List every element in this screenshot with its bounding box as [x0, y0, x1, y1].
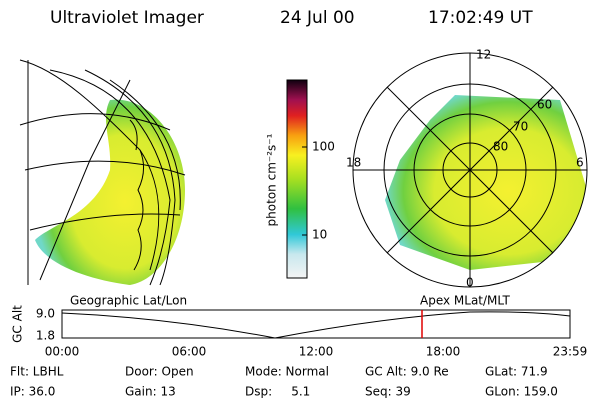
x-tick: 06:00 [172, 345, 207, 359]
colorbar-scale [286, 79, 308, 279]
status-field: GLon: 159.0 [485, 385, 558, 399]
geographic-image [19, 59, 186, 286]
timeline: Geographic Lat/Lon Apex MLat/MLT GC Alt … [11, 294, 588, 359]
status-field: Door: Open [125, 365, 194, 379]
status-field: Gain: 13 [125, 385, 176, 399]
y-tick: 9.0 [36, 307, 55, 321]
x-tick: 18:00 [426, 345, 461, 359]
x-tick: 12:00 [299, 345, 334, 359]
header: Ultraviolet Imager 24 Jul 00 17:02:49 UT [50, 8, 533, 28]
status-field: Mode: Normal [245, 365, 329, 379]
colorbar-tick: 10 [312, 228, 327, 242]
lat-label: 70 [513, 120, 528, 134]
right-title: Apex MLat/MLT [420, 294, 510, 308]
x-tick: 00:00 [45, 345, 80, 359]
lat-label: 80 [493, 140, 508, 154]
x-tick: 23:59 [553, 345, 588, 359]
y-tick: 1.8 [36, 329, 55, 343]
lat-label: 60 [537, 98, 552, 112]
status-field: GLat: 71.9 [485, 365, 548, 379]
mlt-label: 18 [346, 156, 361, 170]
status-field: Dsp: 5.1 [245, 385, 310, 399]
mlt-label: 0 [466, 276, 474, 290]
time: 17:02:49 UT [428, 8, 533, 28]
status: Flt: LBHL Door: Open Mode: Normal GC Alt: 9… [10, 365, 558, 399]
mlt-label: 12 [476, 48, 491, 62]
status-field: Flt: LBHL [10, 365, 64, 379]
status-field: IP: 36.0 [10, 385, 55, 399]
y-label: GC Alt [11, 305, 25, 343]
left-title: Geographic Lat/Lon [70, 294, 187, 308]
status-field: Seq: 39 [365, 385, 411, 399]
date: 24 Jul 00 [280, 8, 355, 28]
colorbar-tick: 100 [312, 140, 335, 154]
colorbar: 100 10 photon cm⁻²s⁻¹ [265, 79, 335, 279]
colorbar-label: photon cm⁻²s⁻¹ [265, 133, 279, 226]
polar-image: 12 18 6 0 80 70 60 [346, 48, 588, 290]
instrument: Ultraviolet Imager [50, 8, 204, 28]
mlt-label: 6 [576, 156, 584, 170]
status-field: GC Alt: 9.0 Re [365, 365, 449, 379]
